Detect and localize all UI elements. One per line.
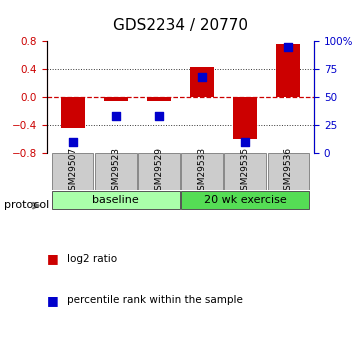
Text: 20 wk exercise: 20 wk exercise: [204, 195, 287, 205]
Point: [285, 44, 291, 50]
Text: GDS2234 / 20770: GDS2234 / 20770: [113, 18, 248, 33]
Bar: [233, 97, 257, 139]
Bar: [225, 154, 266, 190]
Text: ■: ■: [47, 294, 59, 307]
Point: [70, 139, 76, 145]
Point: [199, 75, 205, 80]
Bar: [52, 154, 93, 190]
Bar: [147, 97, 171, 101]
Text: log2 ratio: log2 ratio: [67, 254, 117, 264]
Text: ■: ■: [47, 252, 59, 265]
Bar: [277, 43, 300, 97]
Text: GSM29536: GSM29536: [284, 147, 293, 196]
Bar: [181, 191, 309, 209]
Bar: [190, 67, 214, 97]
Text: baseline: baseline: [92, 195, 139, 205]
Bar: [52, 191, 180, 209]
Bar: [104, 97, 128, 101]
Point: [113, 114, 119, 119]
Text: GSM29523: GSM29523: [112, 147, 120, 196]
Bar: [138, 154, 180, 190]
Bar: [181, 154, 223, 190]
Text: protocol: protocol: [4, 200, 49, 210]
Text: GSM29529: GSM29529: [155, 147, 164, 196]
Bar: [268, 154, 309, 190]
Bar: [95, 154, 136, 190]
Text: GSM29533: GSM29533: [197, 147, 206, 196]
Bar: [61, 97, 84, 128]
Point: [156, 114, 162, 119]
Text: GSM29507: GSM29507: [68, 147, 77, 196]
Text: GSM29535: GSM29535: [241, 147, 249, 196]
Point: [242, 139, 248, 145]
Text: percentile rank within the sample: percentile rank within the sample: [67, 295, 243, 305]
